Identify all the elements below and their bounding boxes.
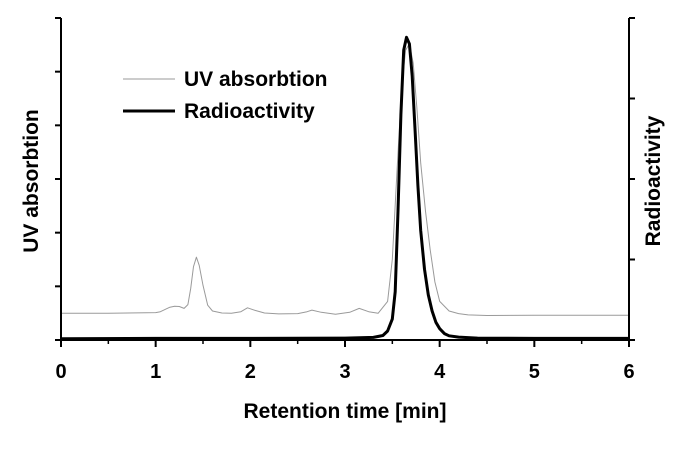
series-line-uv-absorbtion	[61, 43, 629, 316]
series-line-radioactivity	[60, 35, 629, 341]
axes	[55, 17, 635, 347]
x-tick-label: 4	[434, 361, 446, 383]
x-tick-label: 6	[623, 361, 634, 383]
x-tick-label: 0	[55, 361, 66, 383]
x-axis-title: Retention time [min]	[244, 400, 447, 423]
x-tick-label: 2	[245, 361, 256, 383]
legend: UV absorbtion Radioactivity	[123, 68, 328, 123]
x-tick-label: 3	[339, 361, 350, 383]
legend-label-radioactivity: Radioactivity	[184, 100, 315, 123]
x-tick-labels: 0 1 2 3 4 5 6	[55, 361, 634, 383]
plot-lines	[60, 35, 629, 341]
y-axis-left-title: UV absorbtion	[20, 109, 43, 253]
x-tick-label: 1	[150, 361, 161, 383]
legend-label-uv: UV absorbtion	[184, 68, 328, 91]
x-tick-label: 5	[529, 361, 540, 383]
y-axis-right-title: Radioactivity	[642, 115, 665, 246]
